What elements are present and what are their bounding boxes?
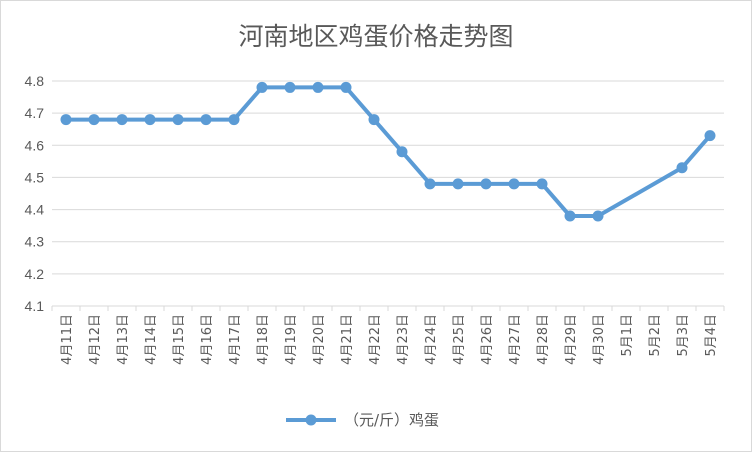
y-tick-label: 4.6 (25, 137, 45, 153)
x-tick-label: 4月23日 (396, 314, 411, 365)
x-tick-label: 4月27日 (508, 314, 523, 365)
data-point (536, 178, 548, 190)
data-point (592, 210, 604, 222)
x-tick-label: 4月28日 (536, 314, 551, 365)
x-tick-label: 4月20日 (312, 314, 327, 365)
x-tick-label: 4月15日 (172, 314, 187, 365)
y-tick-label: 4.4 (25, 202, 45, 218)
y-tick-label: 4.2 (25, 266, 45, 282)
x-tick-label: 4月16日 (200, 314, 215, 365)
x-tick-label: 4月12日 (88, 314, 103, 365)
x-tick-label: 4月29日 (564, 314, 579, 365)
legend-marker (305, 414, 317, 426)
data-point (480, 178, 492, 190)
y-tick-label: 4.1 (25, 298, 45, 314)
x-tick-label: 4月19日 (284, 314, 299, 365)
data-point (508, 178, 520, 190)
x-tick-label: 4月21日 (340, 314, 355, 365)
x-tick-label: 5月4日 (704, 314, 719, 357)
x-tick-label: 5月1日 (620, 314, 635, 357)
data-point (452, 178, 464, 190)
data-point (284, 81, 296, 93)
x-tick-label: 4月22日 (368, 314, 383, 365)
data-point (172, 114, 184, 126)
data-point (368, 114, 380, 126)
y-tick-label: 4.8 (25, 73, 45, 89)
y-tick-label: 4.5 (25, 169, 45, 185)
gridlines (52, 80, 724, 307)
chart-title: 河南地区鸡蛋价格走势图 (238, 22, 513, 51)
x-tick-label: 4月25日 (452, 314, 467, 365)
data-point (256, 81, 268, 93)
x-tick-label: 4月17日 (228, 314, 243, 365)
data-point (396, 146, 408, 158)
data-point (312, 81, 324, 93)
x-tick-label: 4月13日 (116, 314, 131, 365)
data-point (60, 114, 72, 126)
data-point (116, 114, 128, 126)
x-tick-label: 4月14日 (144, 314, 159, 365)
data-point (424, 178, 436, 190)
data-point (88, 114, 100, 126)
x-tick-label: 5月2日 (648, 314, 663, 357)
series-line (64, 85, 712, 218)
data-point (144, 114, 156, 126)
x-tick-label: 4月24日 (424, 314, 439, 365)
series-group (60, 81, 716, 222)
data-point (676, 162, 688, 174)
y-tick-label: 4.7 (25, 105, 45, 121)
y-axis-ticks: 4.1 4.2 4.3 4.4 4.5 4.6 4.7 4.8 (25, 73, 45, 314)
x-tick-label: 4月11日 (60, 314, 75, 365)
x-tick-label: 4月18日 (256, 314, 271, 365)
legend-label: （元/斤）鸡蛋 (344, 411, 439, 429)
data-point (200, 114, 212, 126)
y-tick-label: 4.3 (25, 234, 45, 250)
data-point (228, 114, 240, 126)
x-tick-label: 5月3日 (676, 314, 691, 357)
x-axis-ticks: 4月11日 4月12日 4月13日 4月14日 4月15日 4月16日 4月17日 4月18日… (51, 306, 725, 365)
legend: （元/斤）鸡蛋 (286, 411, 439, 429)
data-point (340, 81, 352, 93)
x-tick-label: 4月30日 (592, 314, 607, 365)
data-point (564, 210, 576, 222)
data-point (704, 130, 716, 142)
x-tick-label: 4月26日 (480, 314, 495, 365)
